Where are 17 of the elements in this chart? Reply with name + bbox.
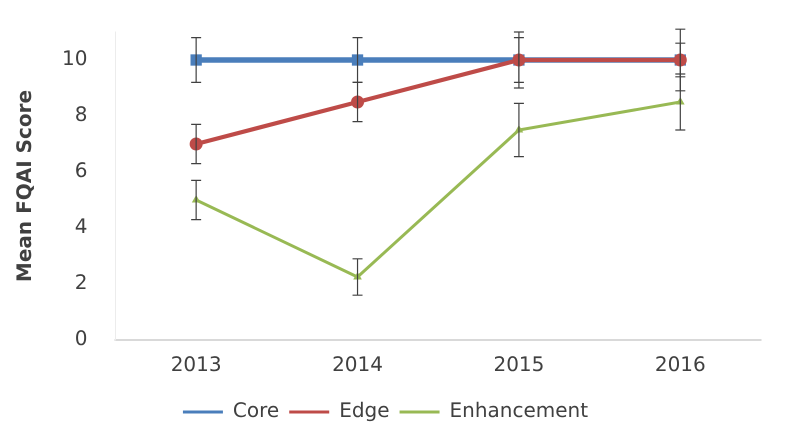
y-tick-label: 10 xyxy=(62,46,88,70)
y-axis-title: Mean FQAI Score xyxy=(12,90,36,282)
point xyxy=(351,96,364,108)
y-tick-label: 4 xyxy=(74,214,88,238)
x-tick-label: 2016 xyxy=(654,352,706,376)
point xyxy=(190,54,202,66)
y-tick-label: 0 xyxy=(74,326,88,350)
legend-label: Enhancement xyxy=(450,398,588,422)
y-tick-label: 6 xyxy=(74,158,88,182)
point xyxy=(190,138,203,150)
legend-label: Core xyxy=(232,398,280,422)
x-tick-label: 2013 xyxy=(170,352,222,376)
y-tick-label: 2 xyxy=(74,270,88,294)
x-tick-label: 2015 xyxy=(493,352,544,376)
x-tick-label: 2014 xyxy=(332,352,383,376)
y-tick-label: 8 xyxy=(74,102,88,126)
legend-label: Edge xyxy=(339,398,390,422)
